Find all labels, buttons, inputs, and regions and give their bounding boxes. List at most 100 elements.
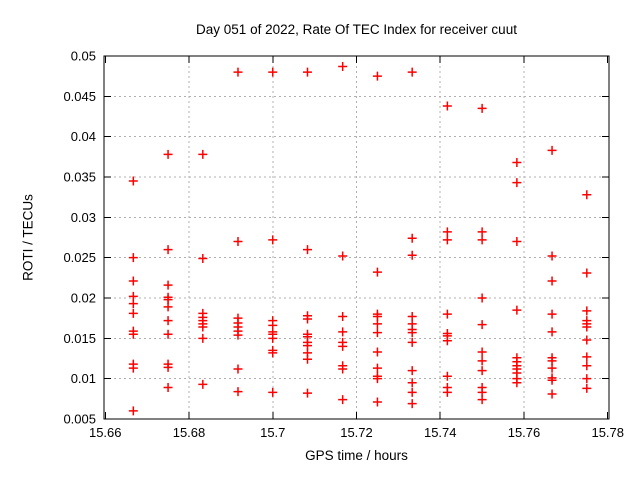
data-point [582,190,592,200]
data-point [547,276,557,286]
data-point [477,227,487,237]
y-tick-label: 0.03 [71,210,96,225]
data-point [303,354,313,364]
data-point [477,356,487,366]
data-point [233,67,243,77]
data-point [372,319,382,329]
data-point [163,245,173,255]
data-point [372,363,382,373]
x-tick-label: 15.78 [591,425,624,440]
data-point [338,341,348,351]
data-point [407,233,417,243]
data-point [303,245,313,255]
y-tick-label: 0.045 [63,89,96,104]
data-point [582,335,592,345]
data-point [128,329,138,339]
data-point [372,374,382,384]
data-point [128,276,138,286]
data-point [163,383,173,393]
data-point [442,235,452,245]
data-point [338,251,348,261]
data-point [268,67,278,77]
data-point [512,305,522,315]
data-point [407,250,417,260]
data-point [547,327,557,337]
data-point [442,387,452,397]
data-point [268,333,278,343]
data-point [163,316,173,326]
data-point [442,101,452,111]
data-point [407,387,417,397]
data-point [303,314,313,324]
data-point [198,333,208,343]
data-point [338,395,348,405]
x-tick-label: 15.76 [508,425,541,440]
x-tick-label: 15.66 [89,425,122,440]
data-point [233,330,243,340]
data-point [372,328,382,338]
data-point [442,371,452,381]
data-point [128,406,138,416]
data-point [477,366,487,376]
data-point [338,312,348,322]
y-tick-label: 0.01 [71,371,96,386]
data-point [547,389,557,399]
data-point [582,374,592,384]
x-axis-label: GPS time / hours [305,448,408,463]
data-point [338,327,348,337]
data-point [163,362,173,372]
data-point [128,176,138,186]
data-point [582,306,592,316]
data-point [372,397,382,407]
data-point [233,364,243,374]
data-point [547,363,557,373]
data-point [268,348,278,358]
data-point [477,395,487,405]
data-point [233,237,243,247]
data-point [372,71,382,81]
data-point [477,293,487,303]
y-tick-label: 0.05 [71,49,96,64]
data-point [128,363,138,373]
data-point [547,309,557,319]
data-point [338,364,348,374]
data-point [372,347,382,357]
data-point [512,378,522,388]
data-point [477,235,487,245]
data-point [407,399,417,409]
x-tick-label: 15.7 [260,425,285,440]
y-tick-label: 0.02 [71,291,96,306]
y-axis-label: ROTI / TECUs [20,194,36,281]
data-point [163,302,173,312]
data-point [268,387,278,397]
data-point [407,378,417,388]
x-tick-label: 15.72 [340,425,373,440]
data-point [582,352,592,362]
data-point [128,253,138,263]
data-point [582,322,592,332]
data-point [407,366,417,376]
data-point [512,157,522,167]
data-point [198,253,208,263]
data-point [407,337,417,347]
data-point [512,237,522,247]
data-point [303,67,313,77]
data-point [477,320,487,330]
data-point [407,67,417,77]
data-point [163,280,173,290]
data-point [128,299,138,309]
y-tick-label: 0.025 [63,250,96,265]
data-point [198,322,208,332]
data-point [442,336,452,346]
data-point [407,328,417,338]
data-point [442,309,452,319]
data-point [233,387,243,397]
data-point [512,178,522,188]
data-point [372,267,382,277]
data-point [582,268,592,278]
y-tick-label: 0.015 [63,331,96,346]
data-point [582,383,592,393]
data-point [547,145,557,155]
